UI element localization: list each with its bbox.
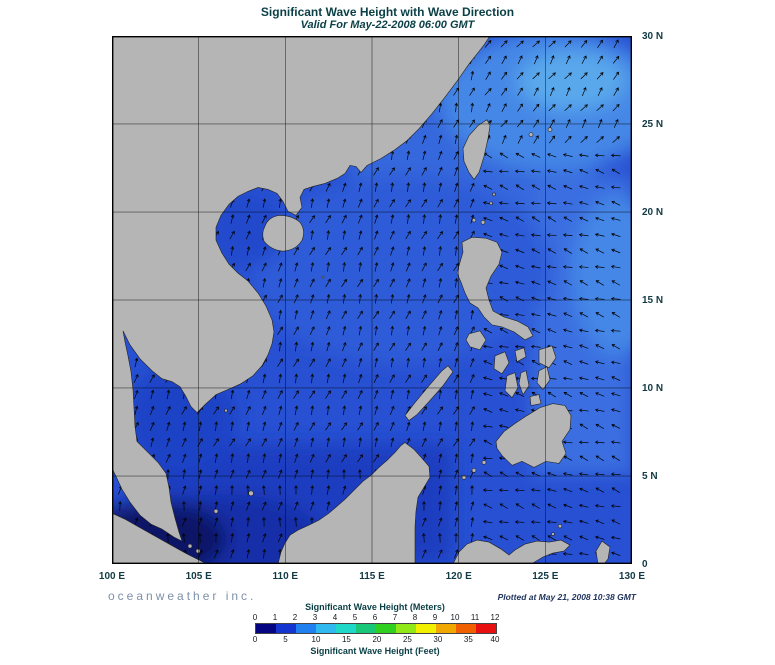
legend-feet-title: Significant Wave Height (Feet) (310, 646, 440, 656)
map-svg (111, 35, 632, 564)
land-mainland-asia (112, 36, 491, 542)
landmass-layer (112, 36, 611, 564)
colorbar-segment (296, 624, 316, 633)
colorbar-segment (256, 624, 276, 633)
wave-height-legend: Significant Wave Height (Meters) 0 1 2 3… (252, 602, 500, 660)
feet-tick: 5 (283, 635, 288, 644)
lat-label-5n: 5 N (642, 471, 658, 482)
land-halmahera (595, 540, 611, 564)
lat-label-0: 0 (642, 559, 648, 570)
lon-label-110e: 110 E (272, 571, 299, 582)
meters-tick: 5 (352, 613, 358, 622)
meters-tick: 1 (272, 613, 278, 622)
lat-label-10n: 10 N (642, 383, 664, 394)
colorbar-segment (356, 624, 376, 633)
valid-time-subtitle: Valid For May-22-2008 06:00 GMT (300, 19, 475, 31)
colorbar-segment (416, 624, 436, 633)
colorbar-segment (276, 624, 296, 633)
wave-height-map (111, 35, 632, 564)
colorbar (255, 623, 497, 634)
meters-tick: 9 (432, 613, 438, 622)
colorbar-segment (396, 624, 416, 633)
meters-tick: 8 (412, 613, 418, 622)
lon-label-120e: 120 E (445, 571, 472, 582)
land-visayas (493, 345, 557, 406)
land-mindanao (495, 403, 572, 468)
meters-tick: 4 (332, 613, 338, 622)
lat-label-15n: 15 N (642, 295, 664, 306)
feet-tick: 15 (341, 635, 351, 644)
colorbar-segment (316, 624, 336, 633)
lon-label-100e: 100 E (98, 571, 126, 582)
land-luzon (456, 236, 534, 341)
land-sulawesi (452, 539, 571, 564)
graticule (112, 36, 632, 564)
lat-label-30n: 30 N (642, 31, 664, 42)
feet-tick: 35 (463, 635, 473, 644)
land-hainan (262, 215, 304, 252)
land-taiwan (462, 119, 491, 180)
legend-meters-title: Significant Wave Height (Meters) (305, 602, 445, 612)
feet-tick: 40 (490, 635, 500, 644)
legend-meters-ticks: 0 1 2 3 4 5 6 7 8 9 10 11 12 (252, 613, 500, 622)
legend-feet-ticks: 0 5 10 15 20 25 30 35 40 (252, 635, 500, 644)
feet-tick: 30 (433, 635, 443, 644)
meters-tick: 3 (312, 613, 318, 622)
lon-label-105e: 105 E (185, 571, 212, 582)
lon-label-130e: 130 E (618, 571, 646, 582)
colorbar-segment (456, 624, 476, 633)
meters-tick: 10 (450, 613, 460, 622)
lon-label-115e: 115 E (359, 571, 385, 582)
map-frame (111, 35, 632, 564)
plotted-timestamp: Plotted at May 21, 2008 10:38 GMT (497, 592, 636, 602)
colorbar-segment (436, 624, 456, 633)
page-title: Significant Wave Height with Wave Direct… (260, 5, 515, 19)
feet-tick: 20 (372, 635, 382, 644)
lat-label-25n: 25 N (642, 119, 664, 130)
land-borneo (277, 442, 431, 564)
meters-tick: 0 (252, 613, 258, 622)
oceanweather-logo-text: oceanweather inc. (108, 589, 257, 603)
land-small-islands (187, 127, 563, 554)
feet-tick: 10 (311, 635, 321, 644)
lat-label-20n: 20 N (642, 207, 664, 218)
land-mindoro (465, 330, 487, 351)
colorbar-segment (476, 624, 496, 633)
meters-tick: 7 (392, 613, 398, 622)
land-sumatra (112, 512, 208, 564)
lon-label-125e: 125 E (532, 571, 559, 582)
feet-tick: 0 (252, 635, 258, 644)
feet-tick: 25 (402, 635, 412, 644)
colorbar-segment (376, 624, 396, 633)
land-palawan (404, 365, 454, 421)
meters-tick: 6 (372, 613, 378, 622)
meters-tick: 11 (470, 613, 480, 622)
meters-tick: 2 (292, 613, 298, 622)
colorbar-segment (336, 624, 356, 633)
meters-tick: 12 (490, 613, 500, 622)
